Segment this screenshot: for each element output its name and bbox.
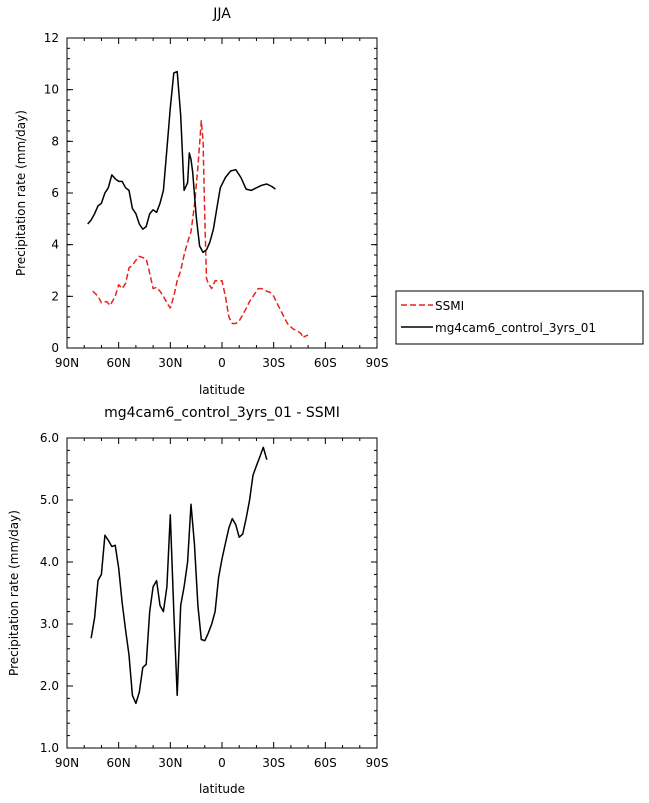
plot-frame [66,37,378,349]
y-tick-label: 4.0 [40,555,59,569]
x-tick-label: 30S [262,756,285,770]
series-line-mg4cam6-control-3yrs-01 [87,70,276,254]
y-tick-label: 0 [51,341,59,355]
difference-chart: mg4cam6_control_3yrs_01 - SSMI 90N 60N 30N… [7,405,388,796]
y-tick-label: 6.0 [40,431,59,445]
y-tick-label: 2 [51,289,59,303]
x-tick-label: 90N [55,756,79,770]
series-group [90,446,268,705]
axis-ticks: 90N 60N 30N 0 30S 60S 90S 1.0 2.0 3.0 4.0 5.0 6.0 [40,431,389,770]
y-tick-label: 4 [51,238,59,252]
plot-frame [66,437,378,749]
chart-title: JJA [212,6,231,22]
y-tick-label: 3.0 [40,617,59,631]
x-tick-label: 0 [218,356,226,370]
y-tick-label: 12 [44,31,59,45]
series-line-difference [90,446,268,705]
x-tick-label: 90S [366,356,389,370]
precip-chart-jja: JJA 90N 60N 30N 0 30S 60S 90S 0 2 4 6 8 10 12 latitud… [14,6,388,397]
x-tick-label: 90N [55,356,79,370]
chart-title: mg4cam6_control_3yrs_01 - SSMI [104,405,340,421]
y-tick-label: 2.0 [40,679,59,693]
y-tick-label: 1.0 [40,741,59,755]
legend-label-model: mg4cam6_control_3yrs_01 [435,321,596,335]
x-tick-label: 60S [314,756,337,770]
axis-ticks: 90N 60N 30N 0 30S 60S 90S 0 2 4 6 8 10 12 [44,31,389,370]
x-tick-label: 0 [218,756,226,770]
x-tick-label: 90S [366,756,389,770]
y-tick-label: 6 [51,186,59,200]
x-tick-label: 60N [107,756,131,770]
y-tick-label: 8 [51,134,59,148]
x-axis-title: latitude [199,383,245,397]
series-group [87,70,309,339]
legend-box [395,290,644,345]
x-tick-label: 30N [158,756,182,770]
x-tick-label: 60S [314,356,337,370]
x-tick-label: 30N [158,356,182,370]
y-axis-title: Precipitation rate (mm/day) [7,510,21,676]
series-line-ssmi [92,119,309,339]
x-tick-label: 30S [262,356,285,370]
legend-label-ssmi: SSMI [435,299,464,313]
y-tick-label: 5.0 [40,493,59,507]
x-tick-label: 60N [107,356,131,370]
y-tick-label: 10 [44,83,59,97]
y-axis-title: Precipitation rate (mm/day) [14,110,28,276]
legend: SSMI mg4cam6_control_3yrs_01 [395,290,644,345]
x-axis-title: latitude [199,782,245,796]
